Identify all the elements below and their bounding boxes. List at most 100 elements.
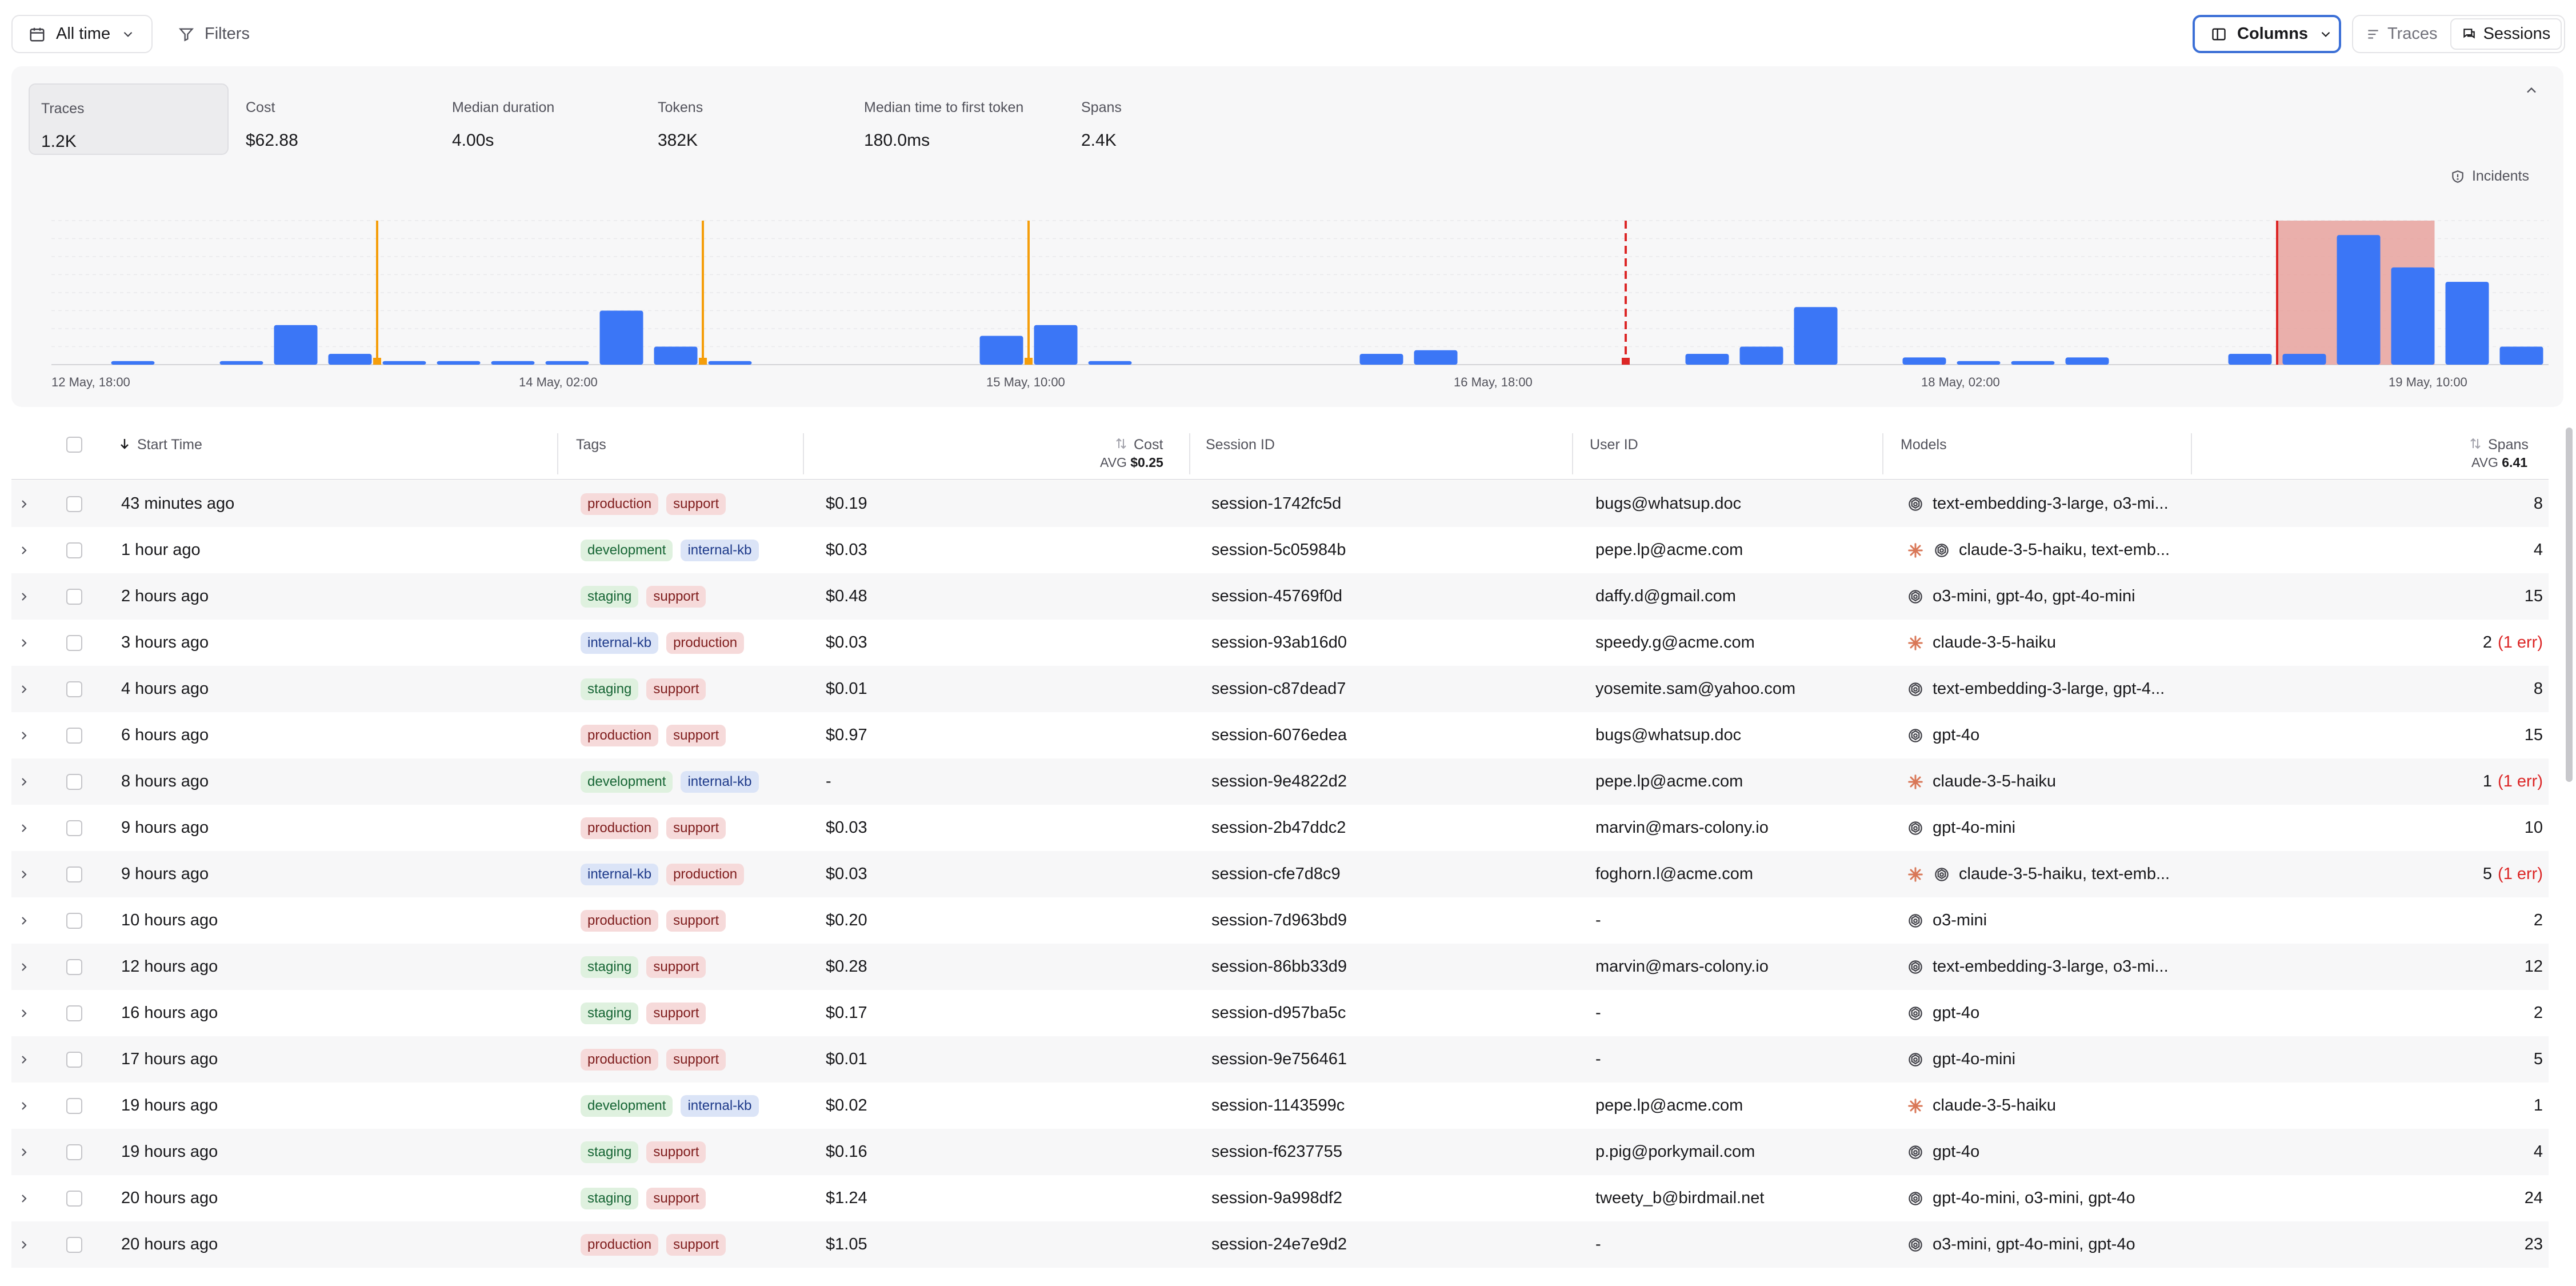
- incidents-toggle[interactable]: Incidents: [2450, 168, 2529, 185]
- tag-badge[interactable]: support: [666, 724, 726, 746]
- tag-badge[interactable]: internal-kb: [581, 863, 659, 885]
- expand-row-button[interactable]: [17, 527, 46, 573]
- table-row[interactable]: 9 hours ago internal-kb production $0.03 …: [11, 851, 2549, 897]
- histogram-bar[interactable]: [1359, 354, 1403, 365]
- table-row[interactable]: 6 hours ago production support $0.97 sess…: [11, 712, 2549, 758]
- expand-row-button[interactable]: [17, 1036, 46, 1083]
- session-id-cell[interactable]: session-1742fc5d: [1211, 494, 1342, 513]
- table-row[interactable]: 12 hours ago staging support $0.28 sessio…: [11, 944, 2549, 990]
- tag-badge[interactable]: production: [581, 1048, 659, 1071]
- header-cost[interactable]: Cost: [1114, 423, 1163, 480]
- table-row[interactable]: 16 hours ago staging support $0.17 sessio…: [11, 990, 2549, 1036]
- expand-row-button[interactable]: [17, 758, 46, 805]
- tag-badge[interactable]: internal-kb: [681, 539, 759, 561]
- expand-row-button[interactable]: [17, 805, 46, 851]
- histogram-bar[interactable]: [2282, 354, 2326, 365]
- table-row[interactable]: 8 hours ago development internal-kb - ses…: [11, 758, 2549, 805]
- tag-badge[interactable]: staging: [581, 1141, 639, 1163]
- tag-badge[interactable]: internal-kb: [681, 1095, 759, 1117]
- session-id-cell[interactable]: session-7d963bd9: [1211, 911, 1347, 929]
- histogram-bar[interactable]: [2011, 361, 2055, 365]
- user-id-cell[interactable]: pepe.lp@acme.com: [1595, 772, 1743, 790]
- table-row[interactable]: 9 hours ago production support $0.03 sess…: [11, 805, 2549, 851]
- row-checkbox[interactable]: [66, 866, 82, 882]
- histogram-bar[interactable]: [1739, 346, 1783, 365]
- row-checkbox[interactable]: [66, 1236, 82, 1253]
- histogram-bar[interactable]: [1414, 350, 1458, 365]
- histogram-bar[interactable]: [599, 310, 643, 365]
- table-row[interactable]: 3 hours ago internal-kb production $0.03 …: [11, 620, 2549, 666]
- expand-row-button[interactable]: [17, 990, 46, 1036]
- tag-badge[interactable]: support: [646, 956, 706, 978]
- table-row[interactable]: 10 hours ago production support $0.20 ses…: [11, 897, 2549, 944]
- tag-badge[interactable]: production: [581, 493, 659, 515]
- expand-row-button[interactable]: [17, 897, 46, 944]
- row-checkbox[interactable]: [66, 1190, 82, 1207]
- row-checkbox[interactable]: [66, 588, 82, 605]
- tag-badge[interactable]: staging: [581, 678, 639, 700]
- user-id-cell[interactable]: pepe.lp@acme.com: [1595, 1096, 1743, 1115]
- session-id-cell[interactable]: session-9e4822d2: [1211, 772, 1347, 790]
- session-id-cell[interactable]: session-86bb33d9: [1211, 957, 1347, 976]
- histogram-bar[interactable]: [1957, 361, 2001, 365]
- row-checkbox[interactable]: [66, 542, 82, 558]
- session-id-cell[interactable]: session-d957ba5c: [1211, 1004, 1346, 1022]
- metric-ttft[interactable]: Median time to first token 180.0ms: [853, 83, 1064, 155]
- histogram-bar[interactable]: [382, 361, 426, 365]
- row-checkbox[interactable]: [66, 820, 82, 836]
- header-user-id[interactable]: User ID: [1590, 423, 1638, 480]
- session-id-cell[interactable]: session-24e7e9d2: [1211, 1235, 1347, 1253]
- user-id-cell[interactable]: -: [1595, 1050, 1601, 1068]
- session-id-cell[interactable]: session-c87dead7: [1211, 680, 1346, 698]
- table-row[interactable]: 19 hours ago development internal-kb $0.0…: [11, 1083, 2549, 1129]
- session-id-cell[interactable]: session-9a998df2: [1211, 1189, 1342, 1207]
- histogram-bar[interactable]: [2499, 346, 2543, 365]
- expand-row-button[interactable]: [17, 481, 46, 527]
- tag-badge[interactable]: production: [581, 1233, 659, 1256]
- expand-row-button[interactable]: [17, 573, 46, 620]
- tag-badge[interactable]: production: [581, 909, 659, 932]
- user-id-cell[interactable]: -: [1595, 1235, 1601, 1253]
- session-id-cell[interactable]: session-5c05984b: [1211, 541, 1346, 559]
- histogram-bar[interactable]: [219, 361, 263, 365]
- row-checkbox[interactable]: [66, 727, 82, 744]
- select-all-checkbox[interactable]: [66, 437, 82, 453]
- table-row[interactable]: 2 hours ago staging support $0.48 session…: [11, 573, 2549, 620]
- user-id-cell[interactable]: -: [1595, 911, 1601, 929]
- row-checkbox[interactable]: [66, 912, 82, 929]
- histogram-bar[interactable]: [328, 354, 372, 365]
- time-range-button[interactable]: All time: [11, 15, 153, 53]
- row-checkbox[interactable]: [66, 1005, 82, 1021]
- user-id-cell[interactable]: daffy.d@gmail.com: [1595, 587, 1736, 605]
- header-tags[interactable]: Tags: [576, 423, 606, 480]
- expand-row-button[interactable]: [17, 944, 46, 990]
- metric-tokens[interactable]: Tokens 382K: [646, 83, 846, 155]
- row-checkbox[interactable]: [66, 773, 82, 790]
- user-id-cell[interactable]: bugs@whatsup.doc: [1595, 726, 1742, 744]
- tag-badge[interactable]: support: [666, 1233, 726, 1256]
- row-checkbox[interactable]: [66, 496, 82, 512]
- histogram-bar[interactable]: [274, 325, 318, 365]
- user-id-cell[interactable]: p.pig@porkymail.com: [1595, 1143, 1755, 1161]
- user-id-cell[interactable]: bugs@whatsup.doc: [1595, 494, 1742, 513]
- row-checkbox[interactable]: [66, 1097, 82, 1114]
- histogram-bar[interactable]: [545, 361, 589, 365]
- table-row[interactable]: 20 hours ago staging support $1.24 sessio…: [11, 1175, 2549, 1221]
- user-id-cell[interactable]: marvin@mars-colony.io: [1595, 818, 1769, 837]
- tag-badge[interactable]: staging: [581, 1187, 639, 1209]
- expand-row-button[interactable]: [17, 1129, 46, 1175]
- user-id-cell[interactable]: foghorn.l@acme.com: [1595, 865, 1754, 883]
- header-models[interactable]: Models: [1901, 423, 1947, 480]
- expand-row-button[interactable]: [17, 666, 46, 712]
- row-checkbox[interactable]: [66, 1051, 82, 1068]
- tag-badge[interactable]: support: [666, 909, 726, 932]
- table-row[interactable]: 20 hours ago production support $1.05 ses…: [11, 1221, 2549, 1268]
- user-id-cell[interactable]: speedy.g@acme.com: [1595, 633, 1755, 652]
- columns-button[interactable]: Columns: [2193, 15, 2341, 53]
- tag-badge[interactable]: development: [581, 1095, 673, 1117]
- tag-badge[interactable]: production: [581, 724, 659, 746]
- session-id-cell[interactable]: session-9e756461: [1211, 1050, 1347, 1068]
- user-id-cell[interactable]: -: [1595, 1004, 1601, 1022]
- table-row[interactable]: 43 minutes ago production support $0.19 s…: [11, 481, 2549, 527]
- collapse-button[interactable]: [2523, 82, 2539, 98]
